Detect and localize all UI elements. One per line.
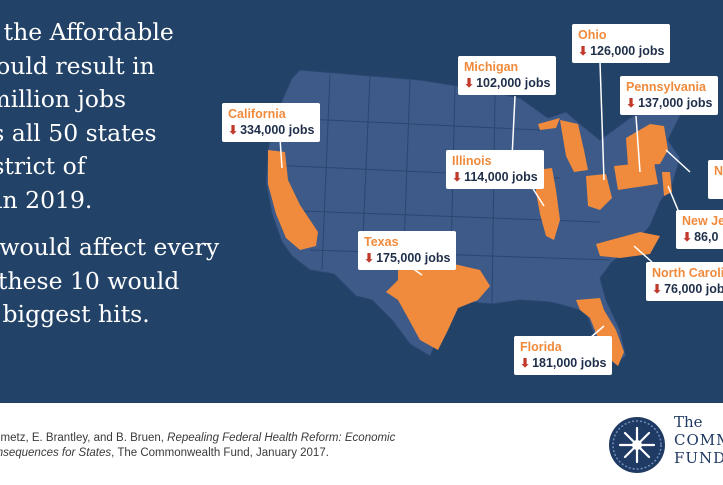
callout-state: Texas <box>364 235 399 249</box>
down-arrow-icon: ⬇ <box>520 356 531 370</box>
callout-jobs: 126,000 jobs <box>590 44 665 58</box>
brand-line: FUND <box>674 449 723 467</box>
callout-florida: Florida ⬇ 181,000 jobs <box>514 336 613 375</box>
callout-state: Florida <box>520 340 562 354</box>
source-title: Repealing Federal Health Reform: Economi… <box>167 432 396 444</box>
headline-line: ng the Affordable <box>0 18 174 46</box>
callout-jobs: 175,000 jobs <box>376 251 451 265</box>
callout-state: Michigan <box>464 60 519 74</box>
callout-pennsylvania: Pennsylvania ⬇ 137,000 jobs <box>620 76 719 115</box>
down-arrow-icon: ⬇ <box>682 230 693 244</box>
state-north-carolina <box>596 232 660 258</box>
callout-state: North Caroli <box>652 266 723 280</box>
down-arrow-icon: ⬇ <box>452 170 463 184</box>
callout-jobs: 102,000 jobs <box>476 76 551 90</box>
callout-jobs: 76,000 jobs <box>664 282 723 296</box>
brand-line: The <box>674 413 703 431</box>
callout-state: New Je <box>682 214 723 228</box>
callout-new-jersey: New Je ⬇ 86,0 <box>676 210 723 249</box>
state-ohio <box>586 174 612 210</box>
callout-ohio: Ohio ⬇ 126,000 jobs <box>572 24 671 63</box>
down-arrow-icon: ⬇ <box>626 96 637 110</box>
callout-state: Ohio <box>578 28 607 42</box>
down-arrow-icon: ⬇ <box>228 123 239 137</box>
source-citation: teinmetz, E. Brantley, and B. Bruen, Rep… <box>0 431 452 461</box>
brand-name: The COMM FUND <box>674 413 723 467</box>
headline-line: 6 million jobs <box>0 85 127 113</box>
source-title-cont: Consequences for States <box>0 447 112 459</box>
us-map <box>265 61 691 366</box>
headline-line: ia in 2019. <box>0 185 93 214</box>
callout-jobs: 86,0 <box>694 230 719 244</box>
down-arrow-icon: ⬇ <box>652 282 663 296</box>
headline-line: oss all 50 states <box>0 118 157 147</box>
callout-state: Pennsylvania <box>626 80 706 94</box>
headline-line: District of <box>0 152 86 180</box>
callout-jobs: 137,000 jobs <box>638 96 713 110</box>
state-michigan <box>538 118 588 172</box>
brand-line: COMM <box>674 431 723 449</box>
infographic-panel: ng the Affordable t could result in 6 mi… <box>0 0 723 403</box>
callout-illinois: Illinois ⬇ 114,000 jobs <box>446 150 544 189</box>
state-borders <box>269 73 611 305</box>
callout-california: California ⬇ 334,000 jobs <box>222 103 321 142</box>
headline-line: ut these 10 would <box>0 266 180 295</box>
callout-state: California <box>228 107 286 121</box>
callout-jobs: 334,000 jobs <box>240 123 315 137</box>
down-arrow-icon: ⬇ <box>464 76 475 90</box>
commonwealth-fund-logo-icon <box>609 417 665 473</box>
callout-new-york: N <box>708 160 723 199</box>
callout-texas: Texas ⬇ 175,000 jobs <box>358 231 457 270</box>
state-pennsylvania <box>614 162 658 190</box>
headline-text: ng the Affordable t could result in 6 mi… <box>0 16 266 332</box>
down-arrow-icon: ⬇ <box>578 44 589 58</box>
footer: teinmetz, E. Brantley, and B. Bruen, Rep… <box>0 403 723 485</box>
callout-north-carolina: North Caroli ⬇76,000 jobs <box>646 262 723 301</box>
down-arrow-icon: ⬇ <box>364 251 375 265</box>
headline-line: t could result in <box>0 51 155 80</box>
callout-state: Illinois <box>452 154 492 168</box>
source-authors: teinmetz, E. Brantley, and B. Bruen, <box>0 432 168 444</box>
state-california <box>268 150 318 250</box>
callout-michigan: Michigan ⬇ 102,000 jobs <box>458 56 557 95</box>
source-publisher: , The Commonwealth Fund, January 2017. <box>111 447 329 459</box>
headline-line: es would affect every <box>0 233 220 261</box>
callout-jobs: 114,000 jobs <box>464 170 538 184</box>
callout-state: N <box>714 164 723 178</box>
callout-jobs: 181,000 jobs <box>532 356 607 370</box>
state-new-york <box>626 124 668 166</box>
headline-line: he biggest hits. <box>0 300 150 328</box>
